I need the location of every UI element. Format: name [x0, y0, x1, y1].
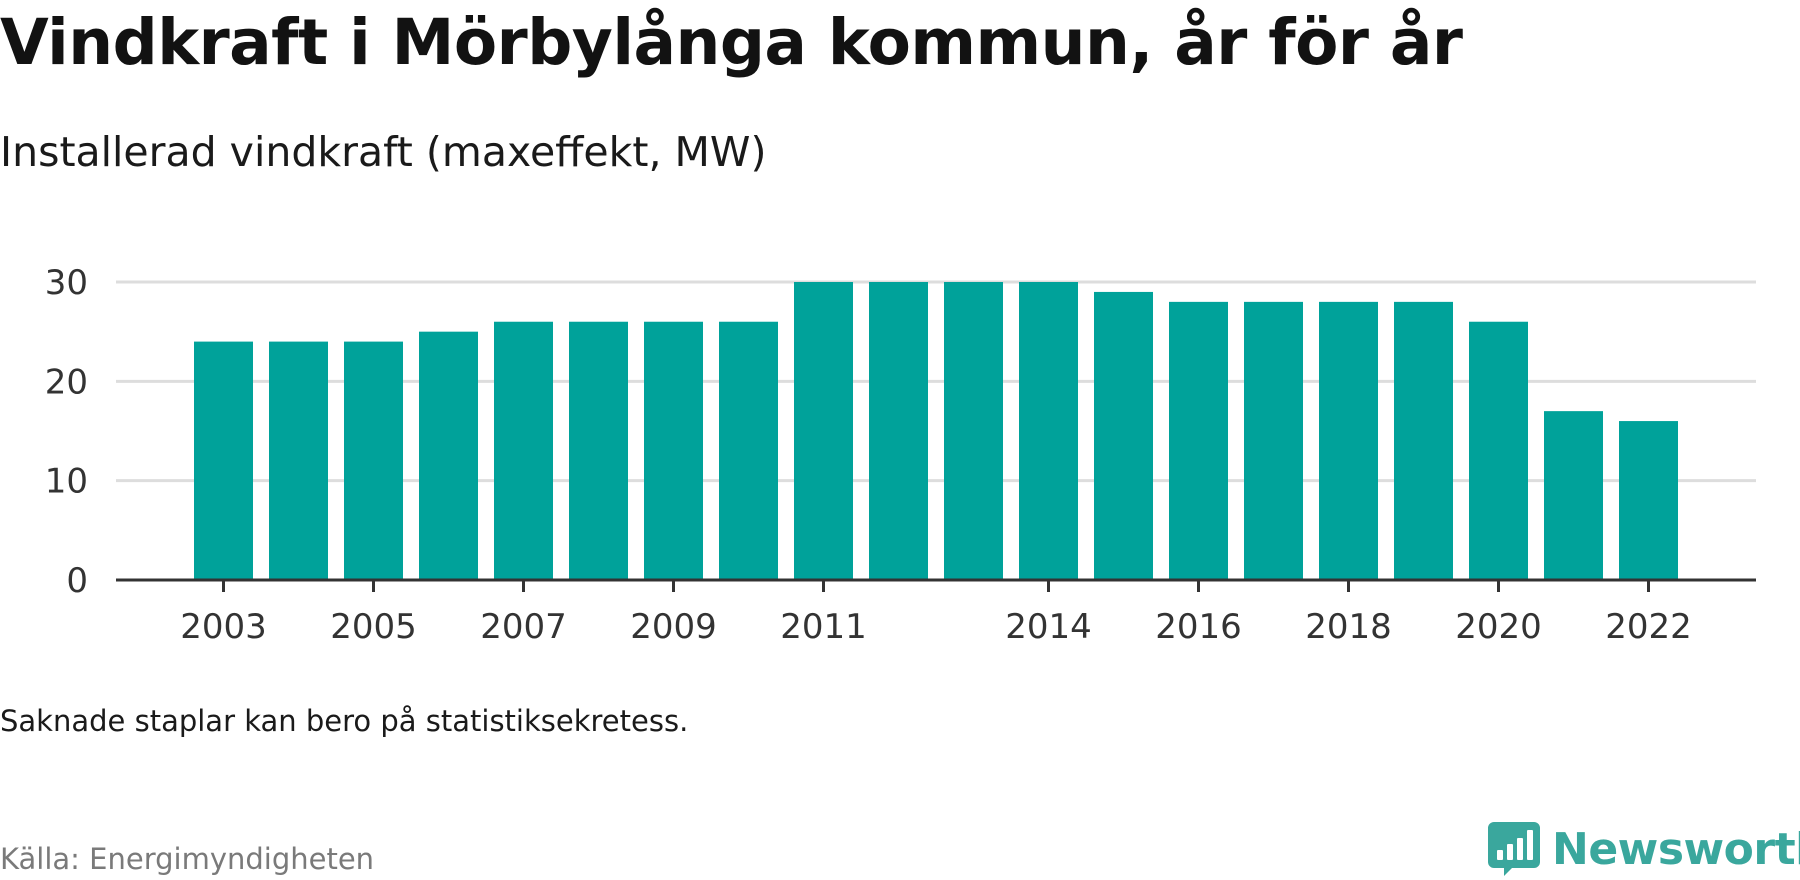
bar-2003 [194, 341, 253, 580]
bar-2007 [494, 321, 553, 580]
x-tick-label-2022: 2022 [1605, 607, 1692, 647]
y-tick-label-20: 20 [45, 362, 88, 402]
x-tick-label-2005: 2005 [330, 607, 417, 647]
bar-2008 [569, 321, 628, 580]
bar-2019 [1394, 301, 1453, 580]
x-tick-label-2014: 2014 [1005, 607, 1092, 647]
bar-chart-speech-bubble-icon [1488, 822, 1540, 876]
bar-2016 [1169, 301, 1228, 580]
bar-2018 [1319, 301, 1378, 580]
x-tick-label-2011: 2011 [780, 607, 867, 647]
bar-2022 [1619, 421, 1678, 580]
x-axis-tick-labels: 2003 2005 2007 2009 2011 2014 2016 2018 2020 2022 [180, 607, 1692, 647]
y-tick-label-30: 30 [45, 263, 88, 303]
bar-2004 [269, 341, 328, 580]
y-axis-tick-labels: 0 10 20 30 [45, 263, 88, 601]
bar-2011 [794, 282, 853, 580]
y-tick-label-0: 0 [66, 561, 88, 601]
bar-2009 [644, 321, 703, 580]
bar-2017 [1244, 301, 1303, 580]
bar-2012 [869, 282, 928, 580]
x-tick-label-2016: 2016 [1155, 607, 1242, 647]
bar-2015 [1094, 291, 1153, 580]
brand-name: Newsworthy [1552, 823, 1800, 875]
y-tick-label-10: 10 [45, 462, 88, 502]
bar-2014 [1019, 282, 1078, 580]
chart-note: Saknade staplar kan bero på statistiksek… [0, 704, 689, 738]
bar-2021 [1544, 411, 1603, 580]
bar-2013 [944, 282, 1003, 580]
x-axis [116, 578, 1756, 592]
x-tick-label-2007: 2007 [480, 607, 567, 647]
chart-subtitle: Installerad vindkraft (maxeffekt, MW) [0, 128, 767, 176]
bar-2006 [419, 331, 478, 580]
bars [194, 282, 1678, 580]
x-tick-label-2018: 2018 [1305, 607, 1392, 647]
source-credit: Källa: Energimyndigheten [0, 842, 375, 876]
x-tick-label-2020: 2020 [1455, 607, 1542, 647]
brand-logo-link[interactable]: Newsworthy [1488, 818, 1800, 880]
chart-title: Vindkraft i Mörbylånga kommun, år för år [0, 6, 1463, 79]
bar-2005 [344, 341, 403, 580]
x-tick-label-2009: 2009 [630, 607, 717, 647]
x-tick-label-2003: 2003 [180, 607, 267, 647]
bar-chart: 0 10 20 30 2003 2005 2007 2009 2011 2014 2016 2018… [45, 263, 1756, 647]
bar-2020 [1469, 321, 1528, 580]
bar-2010 [719, 321, 778, 580]
